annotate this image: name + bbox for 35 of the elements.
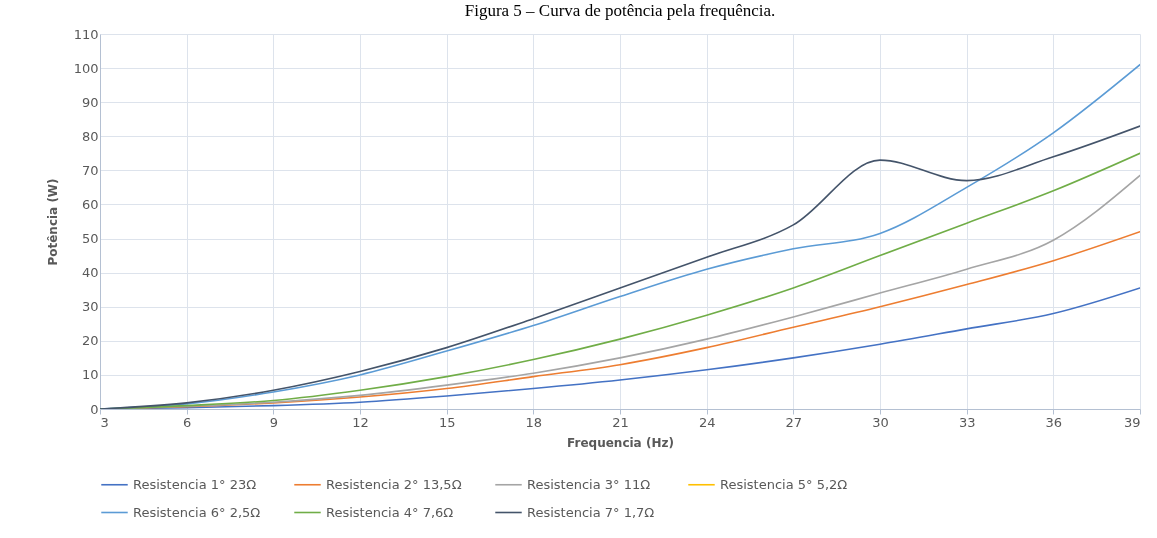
y-tick-label: 80: [81, 128, 99, 144]
chart-title: Figura 5 – Curva de potência pela frequência.: [464, 1, 776, 20]
x-tick-label: 12: [352, 414, 369, 430]
x-tick-label: 33: [958, 414, 976, 430]
y-tick-label: 0: [90, 401, 99, 417]
y-tick-label: 60: [81, 196, 99, 212]
y-tick-label: 30: [81, 299, 99, 315]
y-tick-label: 10: [81, 367, 99, 383]
x-tick-label: 9: [269, 414, 278, 430]
y-tick-label: 70: [81, 162, 99, 178]
x-tick-label: 24: [698, 414, 716, 430]
x-tick-label: 15: [438, 414, 456, 430]
legend-label: Resistencia 2° 13,5Ω: [326, 476, 462, 492]
y-tick-label: 90: [81, 94, 99, 110]
x-tick-label: 18: [525, 414, 543, 430]
y-tick-label: 20: [81, 333, 99, 349]
legend-label: Resistencia 4° 7,6Ω: [326, 504, 454, 520]
legend-label: Resistencia 6° 2,5Ω: [133, 504, 261, 520]
legend-label: Resistencia 7° 1,7Ω: [527, 504, 655, 520]
legend-label: Resistencia 1° 23Ω: [133, 476, 257, 492]
legend-label: Resistencia 3° 11Ω: [527, 476, 651, 492]
x-tick-label: 6: [183, 414, 192, 430]
x-tick-label: 30: [872, 414, 889, 430]
y-tick-label: 40: [81, 265, 99, 281]
x-tick-label: 39: [1123, 414, 1141, 430]
y-axis-title: Potência (W): [45, 178, 60, 266]
x-tick-label: 27: [785, 414, 803, 430]
y-tick-label: 50: [81, 231, 99, 247]
x-tick-label: 36: [1045, 414, 1063, 430]
y-tick-label: 100: [73, 60, 99, 76]
y-tick-label: 110: [73, 26, 99, 42]
x-tick-label: 21: [612, 414, 629, 430]
x-axis-title: Frequencia (Hz): [567, 435, 674, 450]
legend-label: Resistencia 5° 5,2Ω: [720, 476, 848, 492]
x-tick-label: 3: [100, 414, 109, 430]
